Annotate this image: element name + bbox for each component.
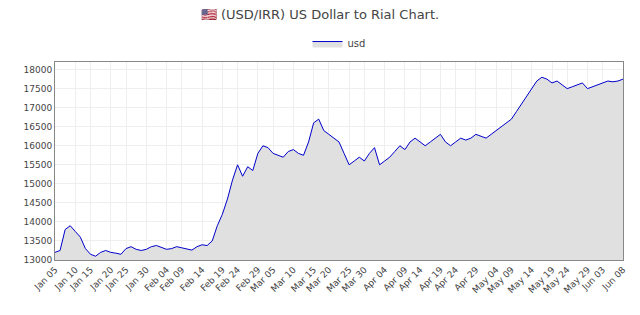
svg-text:Mar 15: Mar 15 [289, 265, 318, 294]
svg-text:🇺🇸 (USD/IRR) US Dollar to Ri: 🇺🇸 (USD/IRR) US Dollar to Rial Chart. [201, 7, 439, 22]
svg-text:May 04: May 04 [470, 265, 501, 296]
svg-text:Jun 03: Jun 03 [579, 265, 607, 293]
svg-text:Jun 08: Jun 08 [600, 265, 628, 293]
svg-text:Apr 09: Apr 09 [381, 265, 409, 293]
svg-text:13000: 13000 [24, 255, 53, 265]
svg-text:17000: 17000 [24, 103, 53, 113]
svg-text:May 29: May 29 [562, 265, 593, 296]
svg-text:18000: 18000 [24, 65, 53, 75]
svg-text:Mar 05: Mar 05 [248, 265, 277, 294]
svg-text:Apr 04: Apr 04 [361, 265, 389, 293]
svg-text:Jan 15: Jan 15 [67, 265, 95, 293]
svg-text:15500: 15500 [24, 160, 53, 170]
svg-text:16000: 16000 [24, 141, 53, 151]
svg-text:Feb 14: Feb 14 [178, 265, 207, 294]
svg-text:Jan 20: Jan 20 [88, 265, 116, 293]
svg-text:Feb 09: Feb 09 [158, 265, 187, 294]
svg-text:17500: 17500 [24, 84, 53, 94]
svg-text:Apr 29: Apr 29 [452, 265, 480, 293]
svg-text:Feb 24: Feb 24 [214, 265, 243, 294]
svg-text:May 19: May 19 [526, 265, 557, 296]
svg-text:Jan 05: Jan 05 [32, 265, 60, 293]
svg-text:usd: usd [348, 38, 366, 49]
svg-text:May 14: May 14 [506, 265, 537, 296]
svg-text:Apr 19: Apr 19 [417, 265, 445, 293]
svg-text:14000: 14000 [24, 217, 53, 227]
svg-text:Feb 29: Feb 29 [234, 265, 263, 294]
svg-text:May 09: May 09 [486, 265, 517, 296]
svg-text:16500: 16500 [24, 122, 53, 132]
svg-text:14500: 14500 [24, 198, 53, 208]
svg-text:Feb 04: Feb 04 [143, 265, 172, 294]
svg-text:Mar 25: Mar 25 [325, 265, 354, 294]
svg-text:Jan 30: Jan 30 [123, 265, 151, 293]
svg-text:Feb 19: Feb 19 [198, 265, 227, 294]
svg-text:Apr 24: Apr 24 [432, 265, 460, 293]
svg-text:13500: 13500 [24, 236, 53, 246]
svg-text:Mar 30: Mar 30 [340, 265, 369, 294]
svg-text:Mar 20: Mar 20 [304, 265, 333, 294]
svg-text:May 24: May 24 [541, 265, 572, 296]
svg-text:Jan 10: Jan 10 [52, 265, 80, 293]
svg-text:Apr 14: Apr 14 [397, 265, 425, 293]
svg-text:15000: 15000 [24, 179, 53, 189]
svg-text:Jan 25: Jan 25 [103, 265, 131, 293]
svg-text:Mar 10: Mar 10 [269, 265, 298, 294]
